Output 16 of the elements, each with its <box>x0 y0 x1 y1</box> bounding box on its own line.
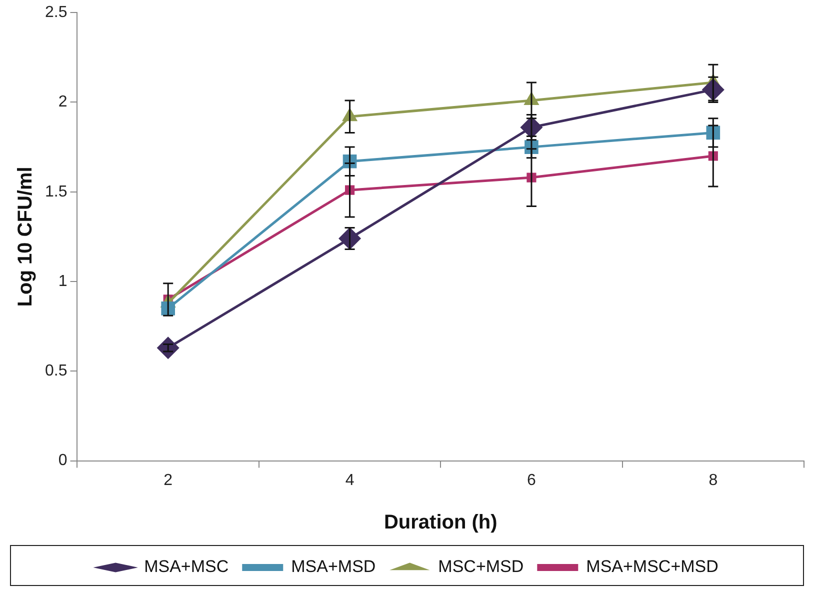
y-tick-label: 2 <box>58 94 68 111</box>
legend-label: MSA+MSC+MSD <box>586 557 718 576</box>
y-axis-title: Log 10 CFU/ml <box>14 166 37 307</box>
x-tick-label: 6 <box>527 472 536 489</box>
y-tick-label: 2.5 <box>44 4 68 22</box>
legend-label: MSC+MSD <box>438 557 524 576</box>
y-tick-label: 1.5 <box>44 183 68 200</box>
y-tick-label: 0 <box>58 452 68 470</box>
x-tick-label: 8 <box>708 472 718 489</box>
y-tick-label: 1 <box>58 272 68 290</box>
legend-label: MSA+MSC <box>144 557 229 576</box>
x-axis-title: Duration (h) <box>384 512 498 534</box>
x-tick-label: 2 <box>164 472 173 489</box>
y-tick-label: 0.5 <box>44 362 68 380</box>
legend-label: MSA+MSD <box>291 557 376 576</box>
x-tick-label: 4 <box>345 472 354 489</box>
